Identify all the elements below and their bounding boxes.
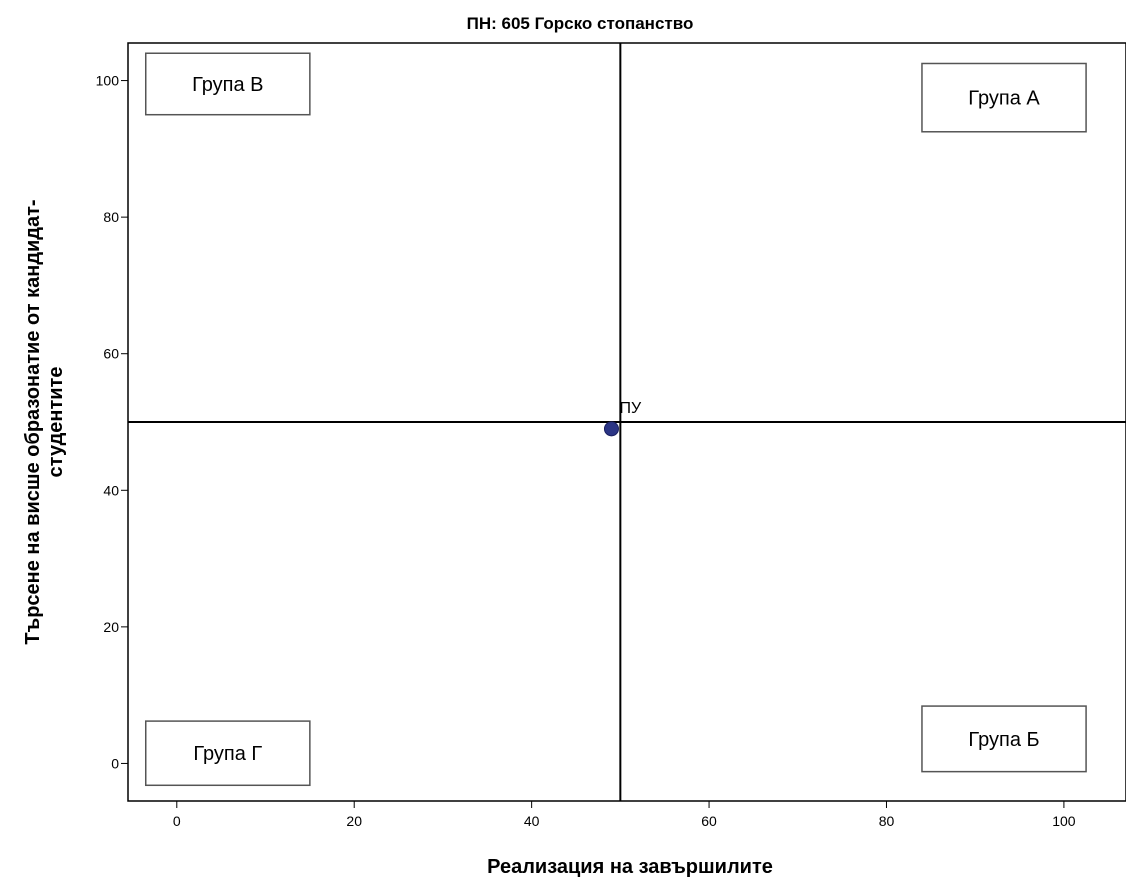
chart-title: ПН: 605 Горско стопанство bbox=[467, 14, 694, 33]
group-bb-label: Група Б bbox=[968, 729, 1039, 751]
y-tick-label: 40 bbox=[103, 482, 119, 498]
group-bb-box bbox=[921, 705, 1087, 773]
y-tick-label: 80 bbox=[103, 209, 119, 225]
group-a-box bbox=[921, 62, 1087, 133]
group-b-label: Група В bbox=[192, 74, 263, 96]
x-tick-label: 0 bbox=[173, 813, 181, 829]
group-g-label: Група Г bbox=[193, 743, 262, 765]
y-axis-title-line-1: Търсене на висше образонатие от кандидат… bbox=[22, 199, 44, 644]
group-g-box bbox=[144, 720, 311, 787]
group-b-box bbox=[144, 52, 311, 116]
x-tick-label: 20 bbox=[346, 813, 362, 829]
x-tick-label: 60 bbox=[701, 813, 717, 829]
y-axis-title-line-2: студентите bbox=[45, 367, 67, 478]
data-point-label: ПУ bbox=[619, 400, 642, 417]
x-tick-label: 80 bbox=[879, 813, 895, 829]
y-tick-label: 60 bbox=[103, 346, 119, 362]
x-tick-label: 100 bbox=[1052, 813, 1076, 829]
plot-area: 0 20 40 60 80 100 0 20 40 60 80 100 Група В Група А Гр… bbox=[96, 42, 1126, 829]
y-tick-label: 20 bbox=[103, 619, 119, 635]
y-tick-label: 100 bbox=[96, 73, 120, 89]
group-a-label: Група А bbox=[968, 88, 1040, 110]
x-tick-label: 40 bbox=[524, 813, 540, 829]
x-axis-title: Реализация на завършилите bbox=[487, 856, 773, 878]
y-tick-label: 0 bbox=[111, 755, 119, 771]
data-point bbox=[603, 421, 619, 437]
